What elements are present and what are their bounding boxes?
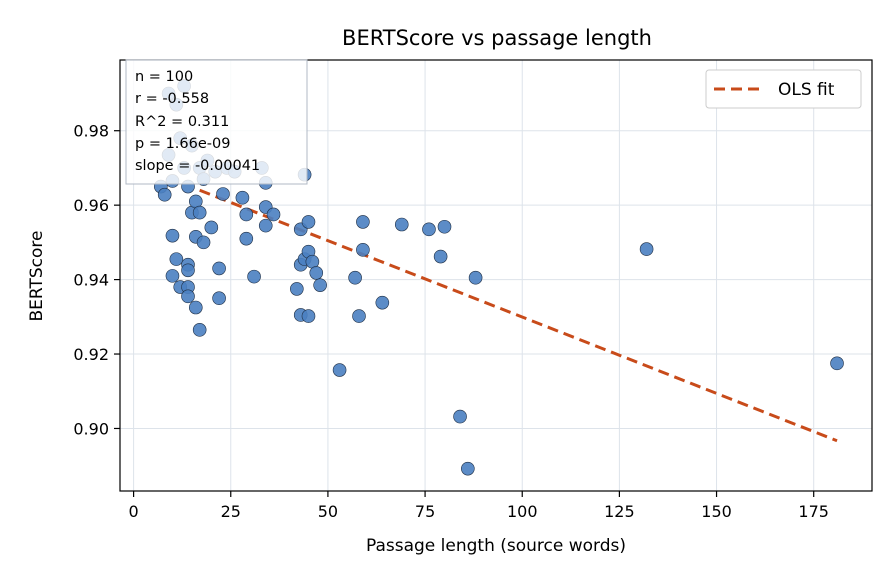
data-point [356,243,370,257]
data-point [196,235,211,250]
y-tick-label: 0.92 [73,345,109,364]
data-point [239,207,254,222]
x-tick-label: 50 [318,502,338,521]
data-point [468,270,483,285]
plot-frame [119,59,873,492]
x-tick-label: 100 [507,502,538,521]
x-tick-label: 175 [798,502,829,521]
y-tick-label: 0.90 [73,419,109,438]
y-axis-ticks: 0.90 0.92 0.94 0.96 0.98 [73,122,120,438]
data-point [181,263,195,278]
data-point [165,269,180,283]
data-point [266,207,281,222]
legend: OLS fit [705,69,862,109]
data-point [433,249,448,264]
data-point [422,222,436,237]
data-point [216,187,230,201]
data-point [188,300,203,315]
ols-fit-line [199,188,838,443]
stats-line-p: p = 1.66e-09 [135,136,230,152]
stats-line-r2: R^2 = 0.311 [135,114,229,130]
data-point [461,461,475,476]
stats-line-slope: slope = -0.00041 [135,158,260,174]
data-point [313,278,327,292]
data-point [332,363,347,377]
data-point [309,266,324,280]
stats-line-n: n = 100 [135,69,193,85]
x-tick-label: 25 [221,502,241,521]
data-point [830,356,844,371]
stats-box-frame [125,59,308,185]
data-point [212,261,226,276]
y-tick-label: 0.96 [73,196,109,215]
x-tick-label: 75 [415,502,435,521]
data-point [394,217,409,232]
data-point [258,218,273,233]
x-axis-label: Passage length (source words) [366,536,626,556]
stats-line-r: r = -0.558 [135,91,209,107]
data-point [356,215,370,229]
x-tick-label: 0 [129,502,139,521]
data-point [157,187,172,202]
y-axis-label: BERTScore [27,231,47,322]
chart-title: BERTScore vs passage length [342,26,652,50]
legend-frame [705,69,862,109]
stats-box: n = 100 r = -0.558 R^2 = 0.311 p = 1.66e… [125,59,308,185]
data-point [290,282,304,296]
grid-layer [120,60,872,491]
data-point [239,231,254,246]
x-axis-ticks: 0 25 50 75 100 125 150 175 [129,491,829,521]
data-point [212,291,226,306]
data-point [192,205,207,220]
data-point [235,190,250,205]
data-point [301,309,316,323]
data-point [169,252,184,266]
x-tick-label: 125 [604,502,635,521]
legend-label-ols-fit: OLS fit [778,80,835,100]
data-point [348,270,362,285]
data-point [192,323,207,337]
data-point [352,309,366,323]
fit-layer [199,188,838,443]
y-tick-label: 0.98 [73,122,109,141]
data-point [453,409,467,424]
x-tick-label: 150 [701,502,732,521]
y-tick-label: 0.94 [73,271,109,290]
data-point [204,220,219,235]
data-point [247,269,261,284]
data-point [181,289,195,304]
data-point [165,228,180,243]
data-point [375,295,390,310]
data-point [301,215,316,229]
data-point [639,242,654,256]
data-point [437,219,452,234]
